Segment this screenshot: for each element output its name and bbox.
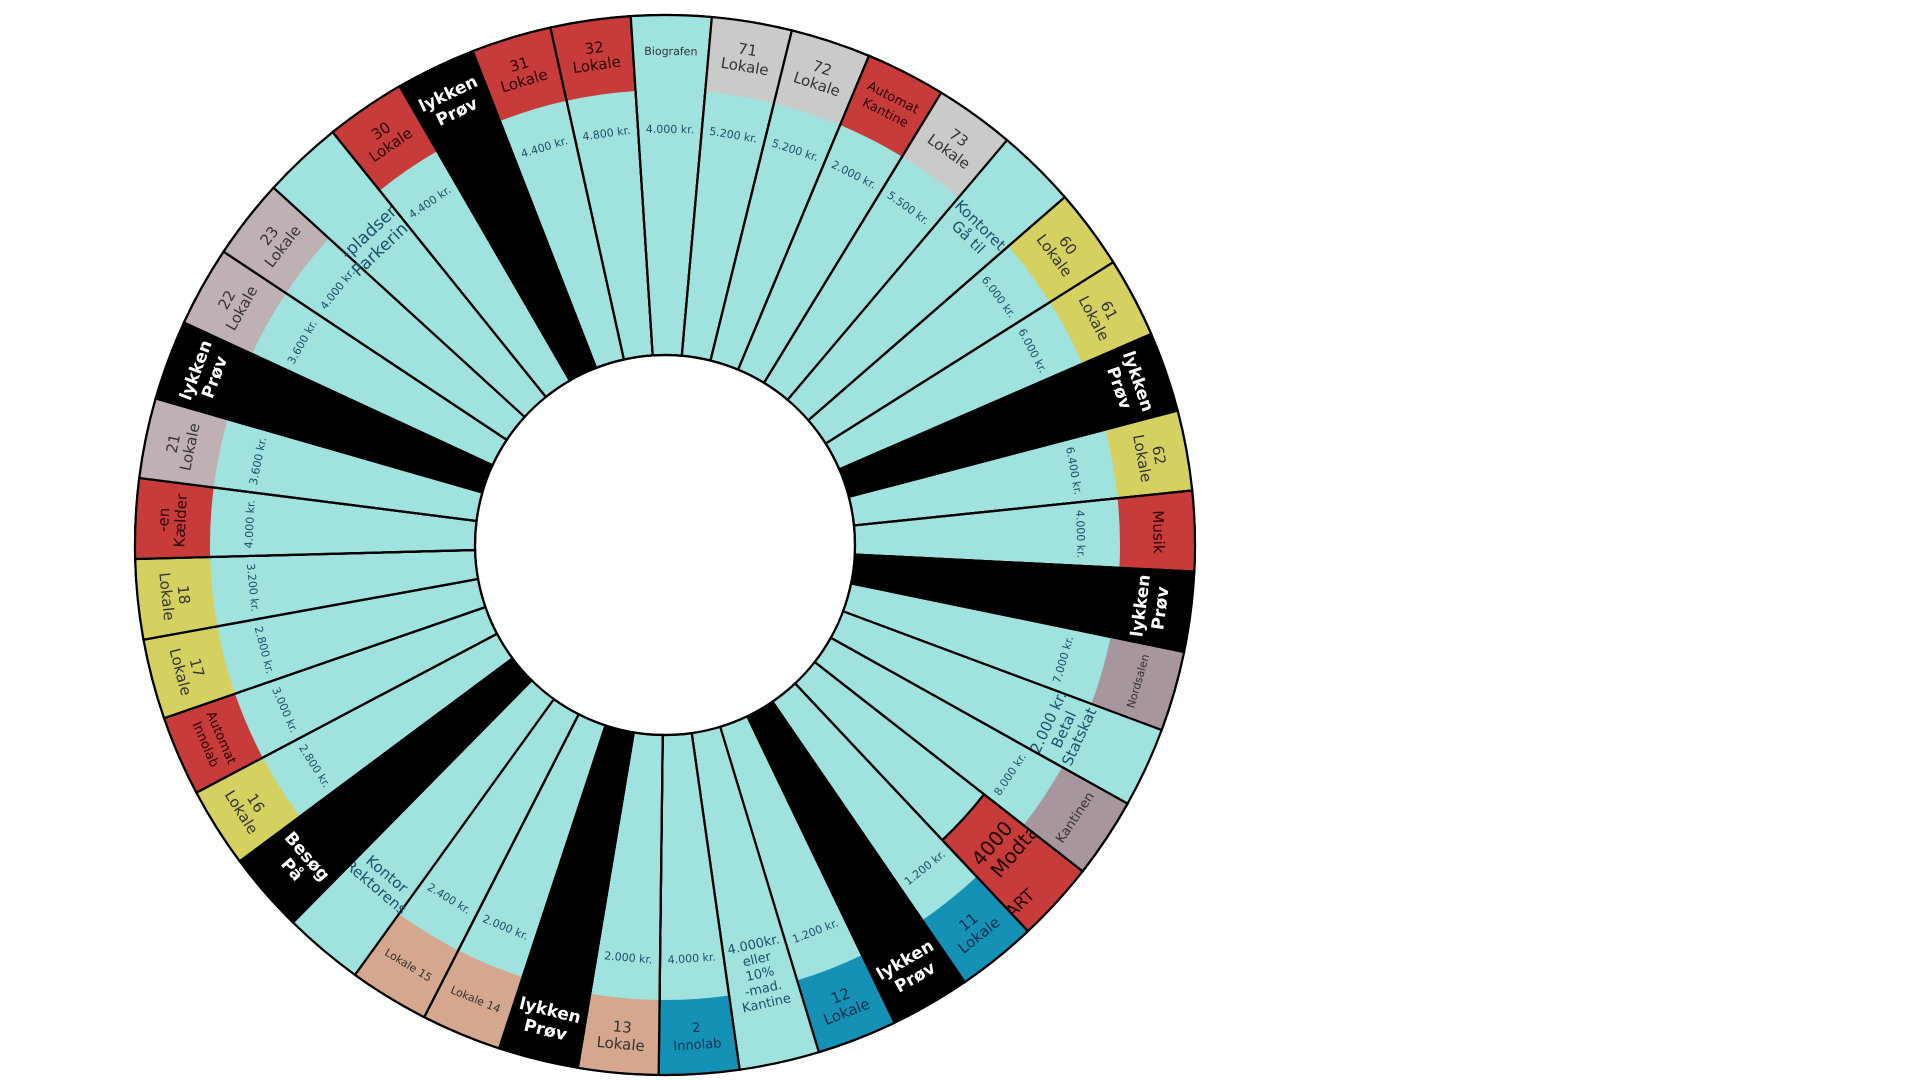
property-name: Lokale [155, 572, 178, 622]
property-name: Lokale [596, 1033, 646, 1055]
property-name: 31 [508, 53, 531, 76]
space-label: eller [741, 949, 773, 970]
color-band [139, 398, 228, 488]
property-name: 18 [174, 584, 194, 605]
color-band [658, 995, 740, 1075]
property-name: 71 [737, 39, 759, 60]
color-band [472, 27, 567, 121]
property-price: 4.000 kr. [1073, 510, 1087, 559]
color-band [773, 30, 869, 126]
property-name: Musik [1149, 510, 1168, 554]
property-price: 4.000 kr. [646, 123, 695, 137]
property-name: 72 [810, 57, 834, 80]
color-band [1091, 636, 1185, 731]
color-band [550, 16, 636, 101]
property-name: Kælder [170, 493, 191, 548]
property-name: 13 [612, 1017, 633, 1037]
color-band [902, 92, 1008, 198]
property-name: 12 [828, 984, 852, 1008]
property-price: 4.000 kr. [667, 951, 716, 967]
color-band [1117, 490, 1195, 572]
property-price: 4.000 kr. [242, 500, 257, 549]
color-band [424, 950, 523, 1049]
space-label: 10% [744, 964, 775, 985]
property-price: 2.000 kr. [604, 949, 653, 966]
color-band [1008, 197, 1114, 303]
property-name: 2 [692, 1021, 701, 1037]
space-parkering[interactable]: Parkering-pladsen [272, 130, 548, 419]
color-band [840, 55, 942, 157]
color-band [143, 626, 235, 719]
color-band [922, 876, 1028, 983]
property-name: -en [154, 507, 173, 532]
property-price: 3.200 kr. [244, 563, 262, 612]
color-band [630, 15, 712, 92]
color-band [797, 955, 895, 1053]
color-band [223, 187, 329, 294]
property-name: 62 [1148, 444, 1169, 466]
color-band [135, 557, 218, 640]
color-band [577, 993, 660, 1075]
color-band [1105, 410, 1193, 499]
color-band [164, 693, 263, 793]
property-name: 32 [584, 38, 605, 59]
property-name: 21 [163, 432, 184, 454]
property-name: Innolab [673, 1036, 722, 1054]
space-outline [813, 636, 1130, 873]
property-name: 17 [186, 656, 208, 679]
property-name: Biografen [644, 45, 697, 59]
color-band [134, 477, 214, 559]
space-biografen[interactable]: Biografen 4.000 kr. [629, 13, 714, 357]
color-band [1049, 262, 1152, 364]
color-band [705, 17, 792, 104]
